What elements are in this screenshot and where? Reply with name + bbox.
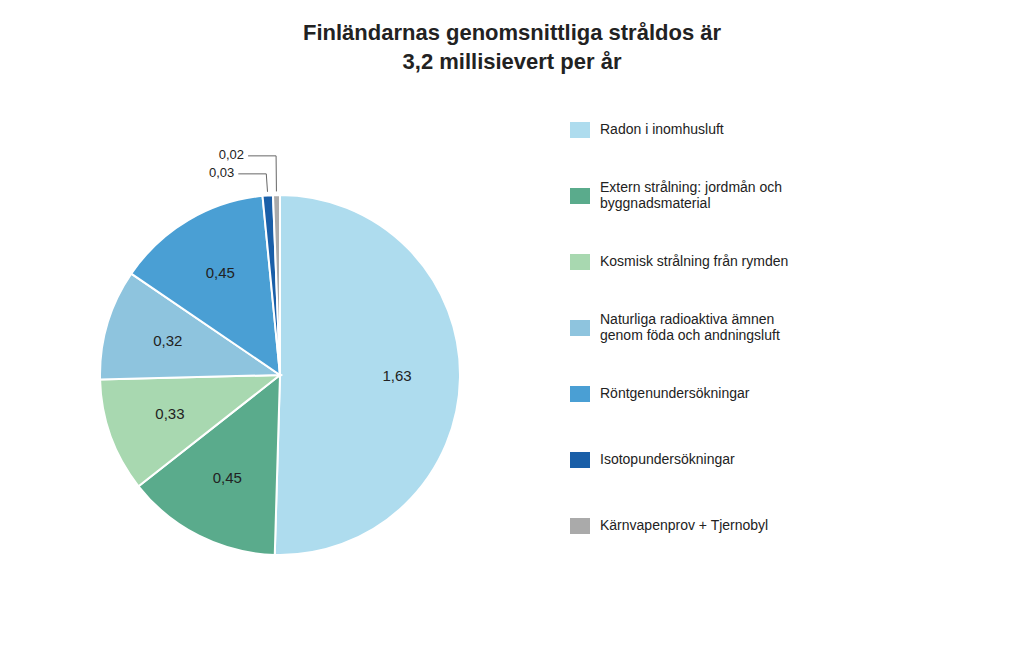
legend-swatch (570, 518, 590, 534)
pie (100, 195, 460, 555)
legend-label: Kosmisk strålning från rymden (600, 253, 788, 269)
pie-slice (263, 195, 280, 375)
legend: Radon i inomhusluft Extern strålning: jor… (570, 121, 788, 534)
legend-label: Röntgenundersökningar (600, 385, 750, 401)
slice-label: 0,45 (206, 264, 235, 281)
slice-label: 0,02 (219, 147, 244, 162)
legend-label: Kärnvapenprov + Tjernobyl (600, 517, 768, 533)
legend-swatch (570, 386, 590, 402)
pie-slice (275, 195, 460, 555)
slice-label: 0,32 (153, 332, 182, 349)
legend-swatch (570, 188, 590, 204)
title: Finländarnas genomsnittliga stråldos är3… (303, 20, 722, 74)
chart: Finländarnas genomsnittliga stråldos är3… (0, 0, 1024, 650)
pie-slice (131, 196, 280, 375)
pie-slice (100, 375, 280, 486)
slice-label: 0,03 (209, 165, 234, 180)
legend-label: Radon i inomhusluft (600, 121, 724, 137)
leader-line (238, 174, 267, 192)
slice-labels: 1,63 0,45 0,33 0,32 0,45 0,03 0,02 (153, 147, 411, 486)
legend-label: Extern strålning: jordmån ochbyggnadsmat… (600, 178, 782, 211)
slice-label: 0,45 (213, 469, 242, 486)
legend-swatch (570, 122, 590, 138)
legend-swatch (570, 452, 590, 468)
legend-swatch (570, 254, 590, 270)
pie-slice (273, 195, 280, 375)
slice-label: 0,33 (155, 405, 184, 422)
legend-swatch (570, 320, 590, 336)
slice-label: 1,63 (382, 367, 411, 384)
legend-label: Naturliga radioaktiva ämnengenom föda oc… (600, 310, 780, 343)
legend-label: Isotopundersökningar (600, 451, 735, 467)
leader-line (248, 156, 276, 192)
